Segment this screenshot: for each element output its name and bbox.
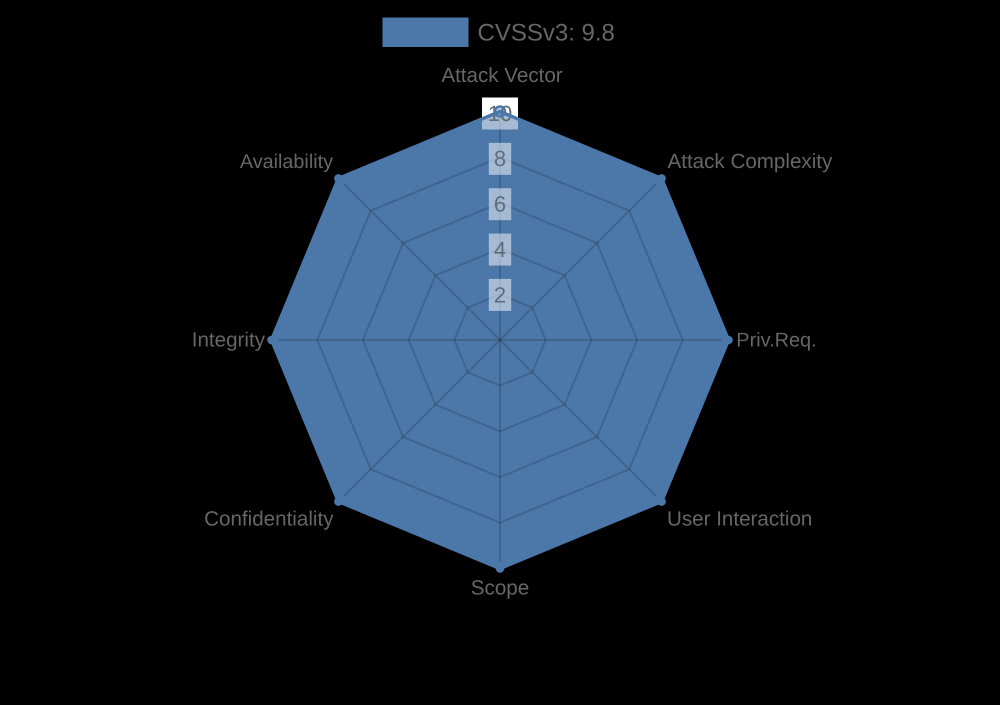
svg-text:6: 6: [494, 192, 506, 217]
svg-text:2: 2: [494, 282, 506, 307]
svg-text:Confidentiality: Confidentiality: [204, 507, 334, 530]
svg-text:Attack Complexity: Attack Complexity: [668, 150, 834, 173]
svg-text:Availability: Availability: [240, 151, 333, 173]
svg-text:4: 4: [494, 237, 506, 262]
svg-text:CVSSv3: 9.8: CVSSv3: 9.8: [478, 20, 615, 47]
svg-text:Priv.Req.: Priv.Req.: [736, 330, 816, 352]
svg-text:Scope: Scope: [471, 577, 529, 600]
svg-text:Integrity: Integrity: [192, 329, 266, 352]
svg-text:8: 8: [494, 146, 506, 171]
svg-text:Attack Vector: Attack Vector: [441, 64, 562, 87]
svg-text:User Interaction: User Interaction: [667, 507, 812, 530]
